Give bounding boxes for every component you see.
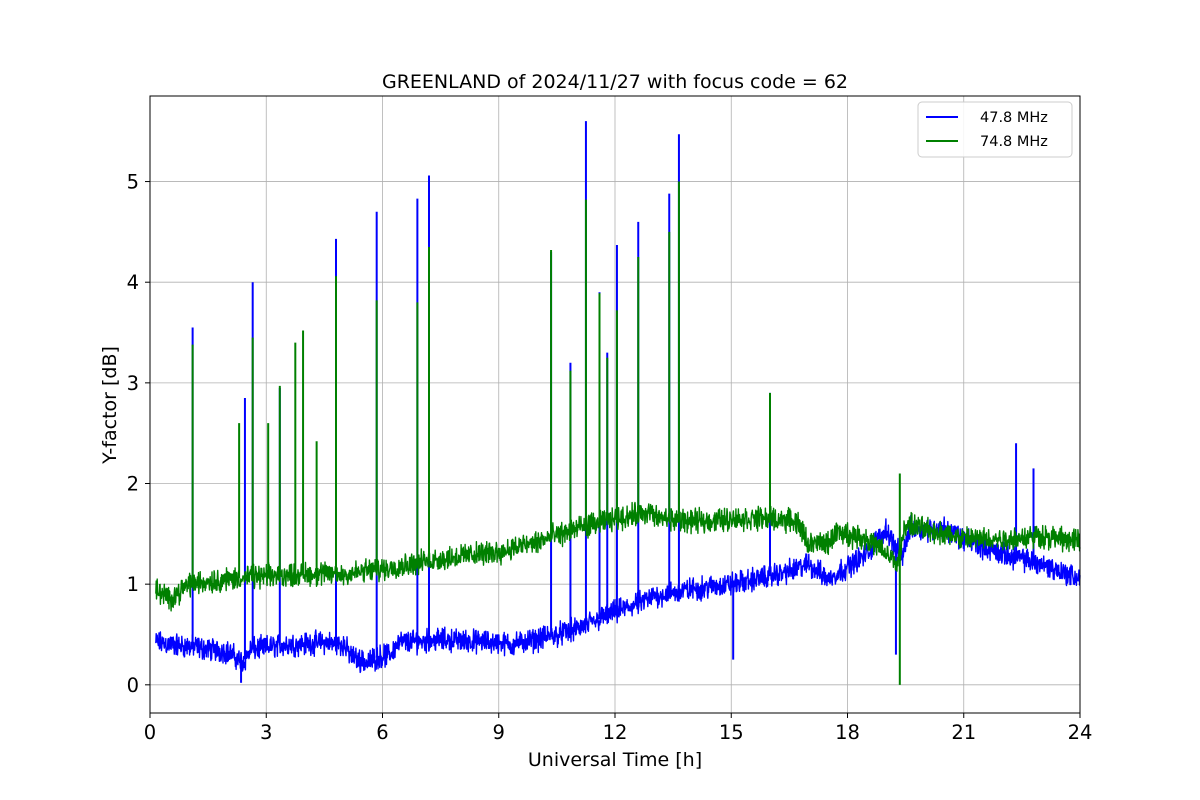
y-axis-label: Y-factor [dB]: [99, 346, 121, 465]
y-tick-label: 2: [127, 473, 139, 496]
legend: 47.8 MHz 74.8 MHz: [917, 101, 1073, 158]
series-line: [155, 501, 1081, 612]
x-tick-label: 9: [493, 721, 505, 744]
legend-label-74-8: 74.8 MHz: [980, 134, 1048, 150]
x-tick-label: 3: [260, 721, 272, 744]
y-tick-label: 3: [127, 372, 139, 395]
plot-series: [155, 121, 1081, 685]
x-tick-label: 0: [144, 721, 156, 744]
y-tick-label: 5: [127, 171, 139, 194]
x-tick-label: 21: [951, 721, 976, 744]
x-tick-label: 6: [376, 721, 388, 744]
x-tick-label: 15: [719, 721, 744, 744]
legend-label-47-8: 47.8 MHz: [980, 110, 1048, 126]
x-tick-label: 24: [1068, 721, 1093, 744]
x-axis-label: Universal Time [h]: [528, 749, 702, 771]
y-tick-label: 0: [127, 674, 139, 697]
x-tick-label: 12: [603, 721, 628, 744]
y-tick-label: 4: [127, 271, 139, 294]
series-74-8-mhz: [155, 181, 1081, 685]
x-tick-label: 18: [835, 721, 860, 744]
legend-box: [917, 101, 1073, 158]
y-tick-label: 1: [127, 573, 139, 596]
chart-title: GREENLAND of 2024/11/27 with focus code …: [382, 71, 848, 93]
